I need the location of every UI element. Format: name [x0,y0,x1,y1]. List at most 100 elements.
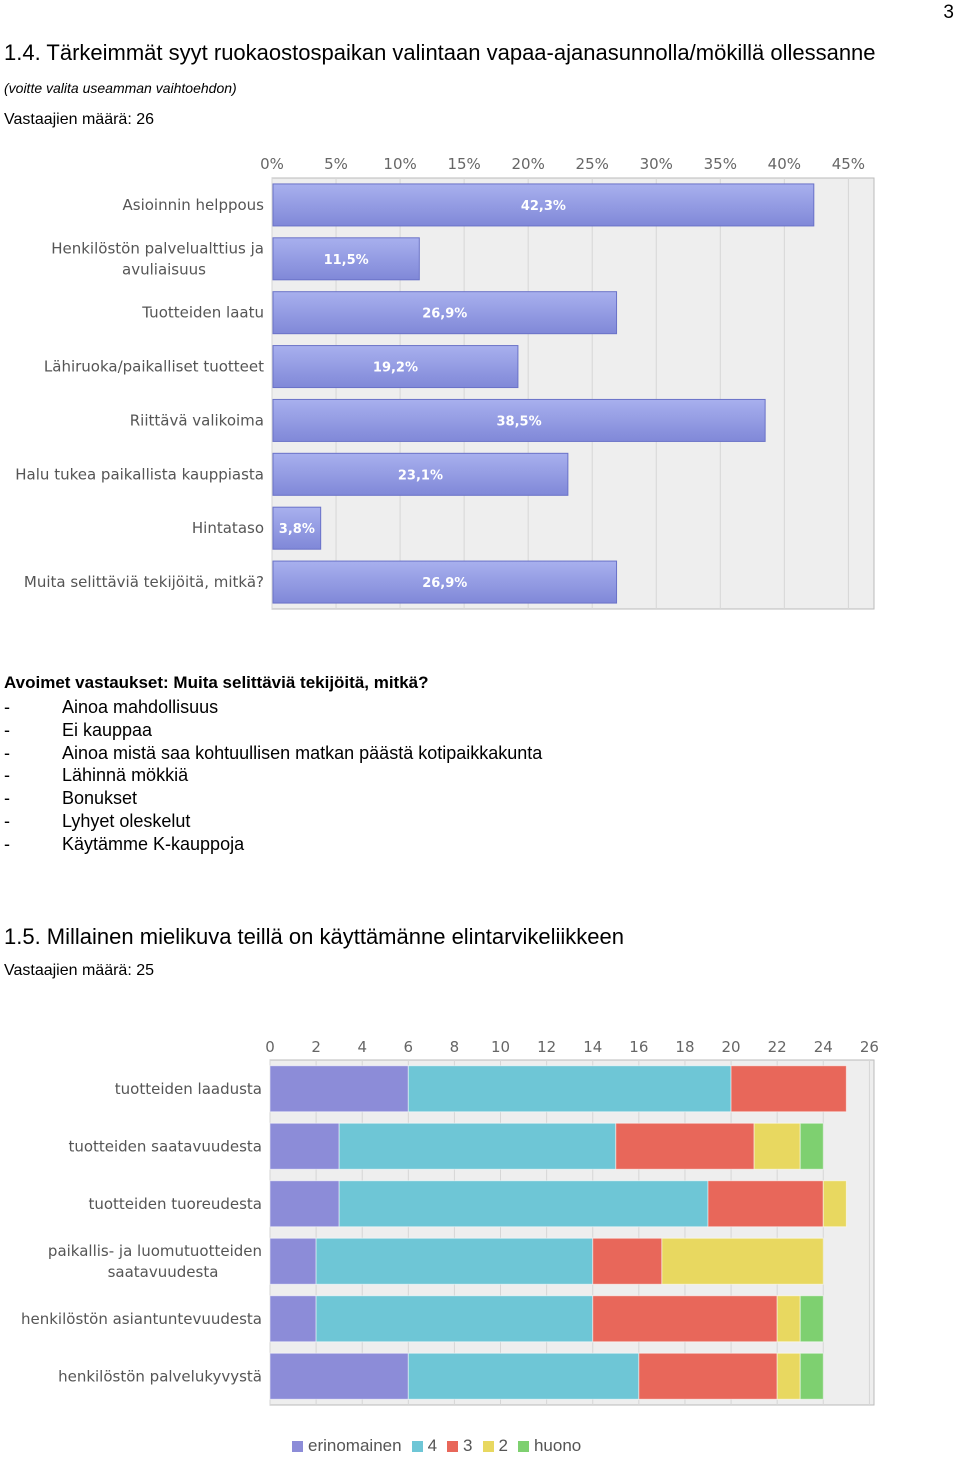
bar-segment [799,1122,824,1170]
list-dash: - [4,742,10,763]
bar-segment [338,1122,617,1170]
bar-value-label: 11,5% [324,253,369,268]
category-label-line: henkilöstön palvelukyvystä [58,1367,262,1385]
bar-segment [730,1065,847,1113]
bar-segment [615,1122,755,1170]
category-label-line: Riittävä valikoima [130,411,264,429]
bar-segment [707,1180,824,1228]
section-2-title: 1.5. Millainen mielikuva teillä on käytt… [4,924,624,949]
open-answer-item: - Käytämme K-kauppoja [4,833,542,856]
legend-item: erinomainen [292,1436,402,1456]
bar-segment [407,1065,732,1113]
page-number: 3 [943,2,954,23]
bar [272,237,420,281]
category-label-line: Muita selittäviä tekijöitä, mitkä? [24,573,264,591]
bar-segment [799,1352,824,1400]
x-tick-label: 22 [768,1038,787,1056]
open-answer-text: Ainoa mahdollisuus [62,697,219,717]
open-answer-text: Lähinnä mökkiä [62,765,189,786]
x-tick-label: 8 [450,1038,460,1056]
list-dash: - [4,765,10,786]
bar-segment [638,1352,778,1400]
category-label-line: Hintataso [192,519,264,537]
x-tick-label: 0% [260,155,284,173]
category-label-line: Tuotteiden laatu [141,304,264,322]
list-dash: - [4,719,10,740]
category-label-line: tuotteiden tuoreudesta [88,1195,262,1213]
legend-swatch [411,1440,423,1452]
bar-segment [592,1295,778,1343]
open-answer-item: - Ainoa mistä saa kohtuullisen matkan pää… [4,742,542,765]
bar-segment [661,1237,824,1285]
bar [272,291,618,335]
bar-value-label: 23,1% [398,468,443,483]
x-tick-label: 40% [768,155,801,173]
legend-item: 2 [482,1436,508,1456]
bar-value-label: 26,9% [422,307,467,322]
category-label: Muita selittäviä tekijöitä, mitkä? [24,573,264,591]
bar-segment [315,1237,594,1285]
bar-segment [799,1295,824,1343]
open-answer-text: Bonukset [62,788,138,809]
bar-value-label: 38,5% [497,414,542,429]
bar-value-label: 3,8% [279,522,315,537]
section-1-respondents: Vastaajien määrä: 26 [4,111,155,128]
x-tick-label: 18 [675,1038,694,1056]
open-answer-text: Lyhyet oleskelut [62,810,191,831]
x-tick-label: 35% [704,155,737,173]
open-answer-item: - Ainoa mahdollisuus [4,696,542,719]
bar-segment [338,1180,709,1228]
category-label-line: tuotteiden laadusta [115,1080,262,1098]
x-tick-label: 12 [537,1038,556,1056]
bar-segment [269,1237,317,1285]
plot-area [269,1059,875,1406]
category-label-line: henkilöstön asiantuntevuudesta [21,1310,262,1328]
legend-label: 2 [498,1436,508,1455]
x-tick-label: 20 [722,1038,741,1056]
category-label-line: tuotteiden saatavuudesta [68,1137,262,1155]
category-label: Henkilöstön palvelualttius ja avuliaisuus [51,239,264,278]
category-label-line: Henkilöstön palvelualttius ja [51,239,264,257]
bar-segment [269,1122,340,1170]
bar [272,398,766,442]
reasons-bar-chart: 0% 5% 10% 15% 20% 25% 30% 35% 40% 45% 42,3% Asioinn… [15,155,875,610]
bar-segment [592,1237,663,1285]
bar-segment [407,1352,640,1400]
category-label-line: paikallis- ja luomutuotteiden [48,1242,262,1260]
x-tick-label: 26 [860,1038,879,1056]
x-tick-label: 30% [640,155,673,173]
x-tick-label: 14 [583,1038,602,1056]
x-tick-label: 15% [447,155,480,173]
x-tick-label: 0 [265,1038,275,1056]
x-tick-label: 2 [311,1038,321,1056]
image-chart-legend: erinomainen 4 3 2 huono [292,1436,591,1456]
legend-swatch [482,1440,494,1452]
bar-value-label: 19,2% [373,361,418,376]
x-tick-label: 16 [629,1038,648,1056]
bar [272,506,322,550]
x-tick-label: 20% [511,155,544,173]
x-tick-label: 24 [814,1038,833,1056]
open-answer-item: - Lyhyet oleskelut [4,810,542,833]
open-answer-item: - Lähinnä mökkiä [4,764,542,787]
open-answer-item: - Ei kauppaa [4,719,542,742]
bar-segment [269,1352,409,1400]
section-1-subtitle: (voitte valita useamman vaihtoehdon) [4,80,237,96]
category-label: henkilöstön asiantuntevuudesta [21,1310,262,1328]
x-tick-label: 6 [404,1038,414,1056]
legend-label: 4 [427,1436,438,1455]
category-label: paikallis- ja luomutuotteiden saatavuudes… [48,1242,262,1281]
category-label: Halu tukea paikallista kauppiasta [15,465,264,483]
category-label: henkilöstön palvelukyvystä [58,1367,262,1385]
category-label: tuotteiden saatavuudesta [68,1137,262,1155]
bar [272,345,519,389]
open-answer-text: Ainoa mistä saa kohtuullisen matkan pääs… [62,742,543,763]
legend-swatch [292,1440,303,1452]
category-label-line: Lähiruoka/paikalliset tuotteet [44,358,264,376]
open-answer-text: Ei kauppaa [62,719,153,740]
category-label: Riittävä valikoima [130,411,264,429]
x-tick-label: 10 [491,1038,510,1056]
category-label-line: Halu tukea paikallista kauppiasta [15,465,264,483]
category-label: Asioinnin helppous [123,196,265,214]
